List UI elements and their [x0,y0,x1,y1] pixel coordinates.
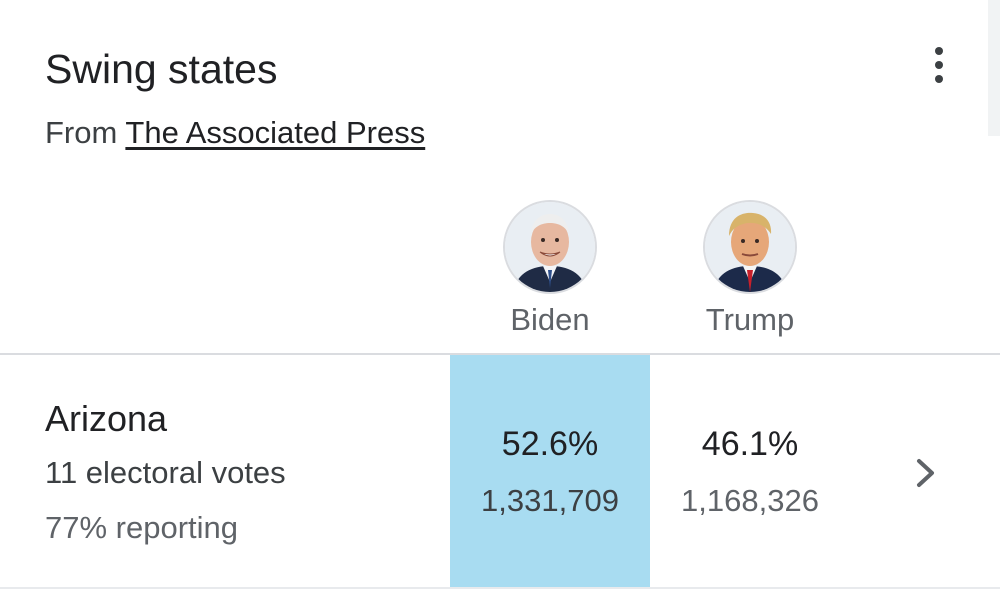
candidate-name: Trump [705,302,795,337]
biden-avatar [503,200,597,294]
row-divider [0,587,1000,589]
result-biden: 52.6% 1,331,709 [450,355,650,587]
candidate-header-biden: Biden [450,200,650,340]
electoral-votes: 11 electoral votes [45,455,286,490]
header-divider [0,353,1000,355]
more-options-button[interactable] [916,40,962,90]
reporting-status: 77% reporting [45,510,239,545]
candidate-header-trump: Trump [650,200,850,340]
scroll-edge [988,0,1000,136]
source-link[interactable]: The Associated Press [125,115,426,150]
result-trump: 46.1% 1,168,326 [650,355,850,587]
source-line: From The Associated Press [45,114,425,152]
card-title: Swing states [45,46,278,92]
state-name: Arizona [45,398,168,439]
vote-count: 1,331,709 [481,483,619,518]
more-vert-icon [935,47,943,55]
candidate-name: Biden [510,302,590,337]
state-row-arizona[interactable]: Arizona 11 electoral votes 77% reporting… [0,355,1000,587]
chevron-right-icon[interactable] [910,455,942,491]
source-prefix: From [45,115,118,150]
vote-percent: 52.6% [501,425,599,463]
trump-avatar [703,200,797,294]
vote-count: 1,168,326 [681,483,819,518]
vote-percent: 46.1% [701,425,799,463]
